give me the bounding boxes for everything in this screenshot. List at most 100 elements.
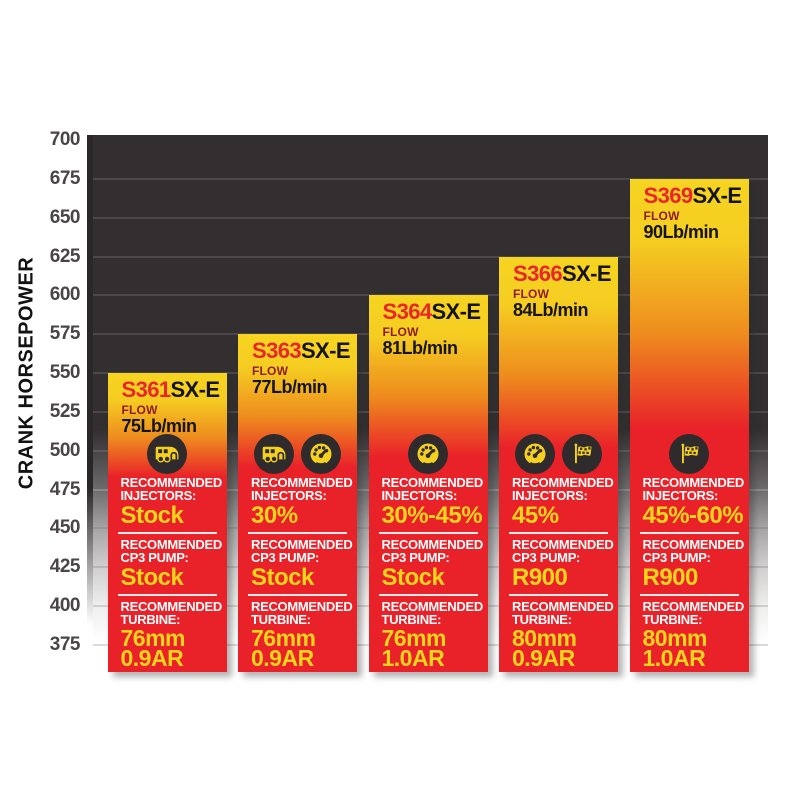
turbine-ar: 1.0AR	[642, 644, 706, 671]
turbine-value: 80mm 1.0AR	[630, 624, 749, 671]
label-line: RECOMMENDED	[120, 536, 223, 552]
bar-header: S369SX-E FLOW 90Lb/min	[630, 179, 749, 242]
bar-s361sx-e: S361SX-E FLOW 75Lb/min RECOMMENDED INJEC…	[107, 373, 227, 672]
turbine-ar: 0.9AR	[251, 644, 314, 671]
divider	[378, 531, 478, 534]
label-line: CP3 PUMP:	[381, 549, 450, 565]
y-axis-tick-label: 500	[49, 439, 81, 461]
injectors-label: RECOMMENDED INJECTORS:	[108, 476, 227, 502]
divider	[248, 531, 347, 534]
bar-s366sx-e: S366SX-E FLOW 84Lb/min RECOMMENDED INJEC…	[499, 256, 618, 672]
flow-label: FLOW	[252, 364, 289, 379]
icons-row	[499, 433, 618, 474]
label-line: TURBINE:	[251, 611, 311, 627]
divider	[378, 593, 478, 596]
flow-value: 75Lb/min	[121, 416, 198, 437]
model-name: S361SX-E	[108, 373, 227, 401]
cp3-pump-value: R900	[512, 563, 568, 591]
turbine-size: 76mm	[120, 624, 186, 651]
injectors-value: 45%-60%	[642, 501, 744, 529]
turbine-label: RECOMMENDED TURBINE:	[630, 600, 749, 626]
label-line: RECOMMENDED	[251, 598, 353, 614]
label-line: RECOMMENDED	[642, 474, 745, 490]
flow-value: 81Lb/min	[382, 338, 459, 359]
model-series: SX-E	[300, 338, 351, 364]
y-axis-tick-label: 700	[49, 129, 81, 150]
label-line: RECOMMENDED	[120, 598, 223, 614]
gridline	[93, 255, 768, 258]
model-name: S363SX-E	[238, 334, 357, 362]
turbine-ar: 1.0AR	[381, 644, 445, 671]
y-axis-tick-label: 525	[49, 400, 81, 422]
label-line: INJECTORS:	[642, 487, 719, 503]
turbine-label: RECOMMENDED TURBINE:	[499, 600, 618, 626]
label-line: INJECTORS:	[251, 487, 327, 503]
gridline	[93, 177, 768, 180]
label-line: RECOMMENDED	[381, 474, 484, 490]
divider	[117, 531, 217, 534]
label-line: CP3 PUMP:	[120, 549, 189, 565]
injectors-label: RECOMMENDED INJECTORS:	[369, 476, 488, 502]
bar-header: S361SX-E FLOW 75Lb/min	[108, 373, 227, 436]
cp3-pump-value: R900	[642, 563, 699, 591]
divider	[509, 593, 608, 596]
model-number: S364	[382, 299, 433, 325]
gauge-icon	[408, 433, 448, 474]
label-line: CP3 PUMP:	[512, 549, 581, 565]
label-line: RECOMMENDED	[512, 598, 614, 614]
divider	[117, 593, 217, 596]
label-line: INJECTORS:	[381, 487, 458, 503]
turbine-value: 76mm 0.9AR	[238, 626, 357, 671]
y-axis-tick-label: 550	[49, 362, 81, 384]
turbine-value: 80mm 0.9AR	[499, 626, 618, 671]
cp3-pump-label: RECOMMENDED CP3 PUMP:	[499, 538, 618, 564]
turbine-value: 76mm 1.0AR	[369, 624, 488, 671]
bar-header: S366SX-E FLOW 84Lb/min	[499, 257, 618, 320]
label-line: RECOMMENDED	[251, 536, 353, 552]
cp3-pump-value: Stock	[381, 563, 445, 591]
cp3-pump-value: Stock	[251, 563, 314, 591]
flow-value: 90Lb/min	[643, 221, 720, 242]
model-number: S369	[643, 182, 694, 208]
turbine-label: RECOMMENDED TURBINE:	[238, 600, 357, 626]
flag-icon	[669, 433, 709, 474]
turbine-size: 76mm	[381, 624, 447, 651]
divider	[248, 593, 347, 596]
bar-header: S363SX-E FLOW 77Lb/min	[238, 334, 357, 397]
rv-icon	[147, 433, 187, 474]
cp3-pump-label: RECOMMENDED CP3 PUMP:	[630, 538, 749, 564]
bar-specs: RECOMMENDED INJECTORS: 30% RECOMMENDED C…	[238, 433, 357, 672]
bar-s364sx-e: S364SX-E FLOW 81Lb/min RECOMMENDED INJEC…	[368, 295, 488, 672]
cp3-pump-label: RECOMMENDED CP3 PUMP:	[108, 538, 227, 564]
icons-row	[369, 433, 488, 474]
bar-specs: RECOMMENDED INJECTORS: Stock RECOMMENDED…	[108, 433, 227, 672]
model-name: S364SX-E	[369, 295, 488, 323]
y-axis-tick-label: 400	[49, 595, 81, 617]
icons-row	[630, 433, 749, 474]
y-axis-tick-label: 650	[49, 206, 81, 228]
y-axis-tick-label: 575	[49, 323, 81, 345]
icons-row	[238, 433, 357, 474]
divider	[639, 531, 739, 534]
flow-label: FLOW	[513, 286, 550, 301]
turbine-ar: 0.9AR	[512, 644, 575, 671]
model-series: SX-E	[692, 182, 742, 208]
injectors-value: 30%	[251, 501, 298, 529]
injectors-value: 30%-45%	[381, 501, 483, 529]
bar-specs: RECOMMENDED INJECTORS: 45% RECOMMENDED C…	[499, 433, 618, 672]
label-line: RECOMMENDED	[642, 598, 745, 614]
label-line: INJECTORS:	[120, 487, 197, 503]
flow-value: 84Lb/min	[513, 299, 589, 320]
flag-icon	[562, 433, 602, 474]
flow-value: 77Lb/min	[252, 377, 328, 398]
label-line: RECOMMENDED	[512, 474, 614, 490]
model-series: SX-E	[431, 299, 481, 325]
label-line: RECOMMENDED	[381, 536, 484, 552]
model-name: S369SX-E	[630, 179, 749, 207]
icons-row	[108, 433, 227, 474]
model-number: S366	[513, 260, 563, 286]
injectors-label: RECOMMENDED INJECTORS:	[630, 476, 749, 502]
turbine-size: 80mm	[642, 624, 708, 651]
label-line: CP3 PUMP:	[251, 549, 320, 565]
